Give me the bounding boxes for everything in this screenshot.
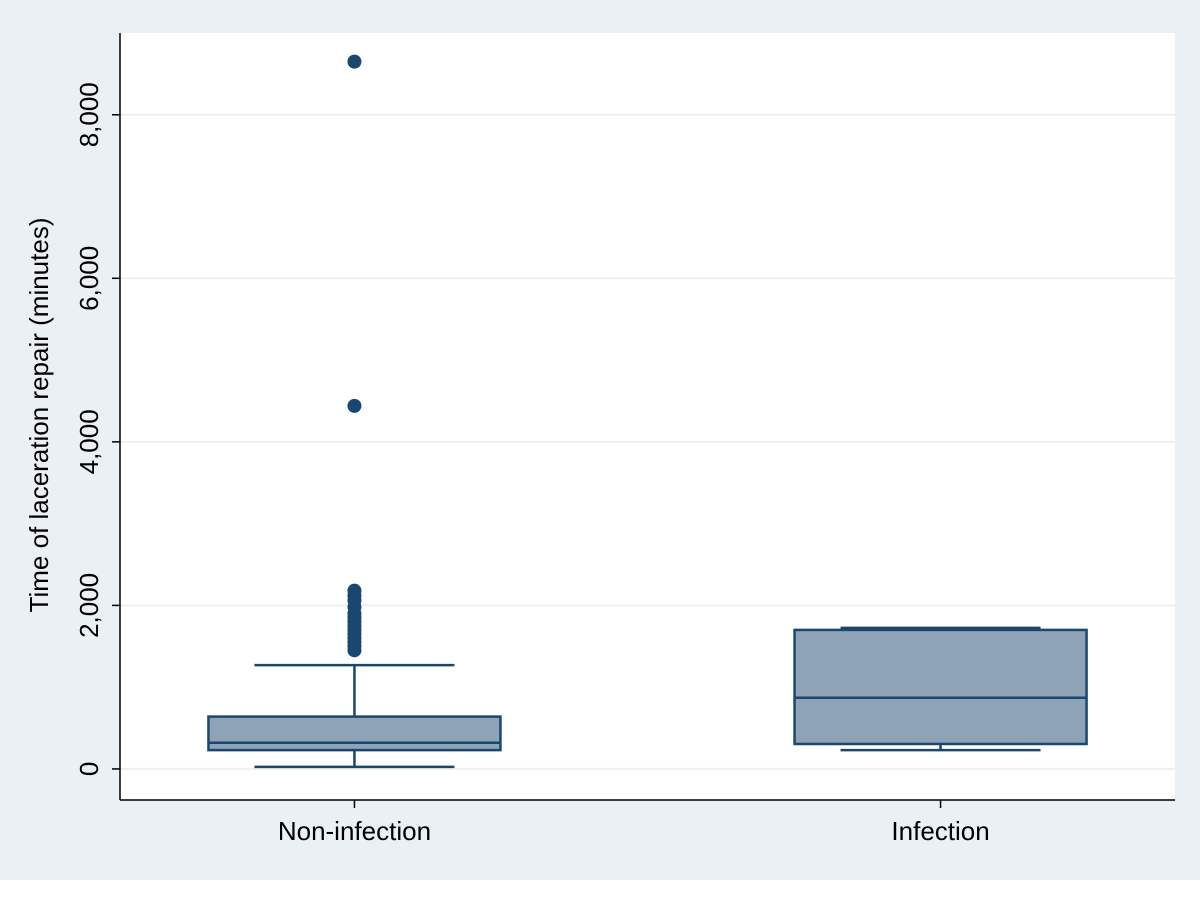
y-tick-label: 6,000 [74,246,104,311]
y-tick-label: 0 [74,762,104,776]
y-tick-label: 8,000 [74,82,104,147]
x-tick-label: Non-infection [278,816,431,846]
outlier [347,54,362,69]
y-axis-title: Time of laceration repair (minutes) [24,218,54,613]
outlier [347,643,362,658]
box [207,715,502,752]
y-tick-label: 4,000 [74,409,104,474]
y-tick-label: 2,000 [74,573,104,638]
box [793,628,1088,746]
x-tick-label: Infection [891,816,989,846]
outlier [347,398,362,413]
